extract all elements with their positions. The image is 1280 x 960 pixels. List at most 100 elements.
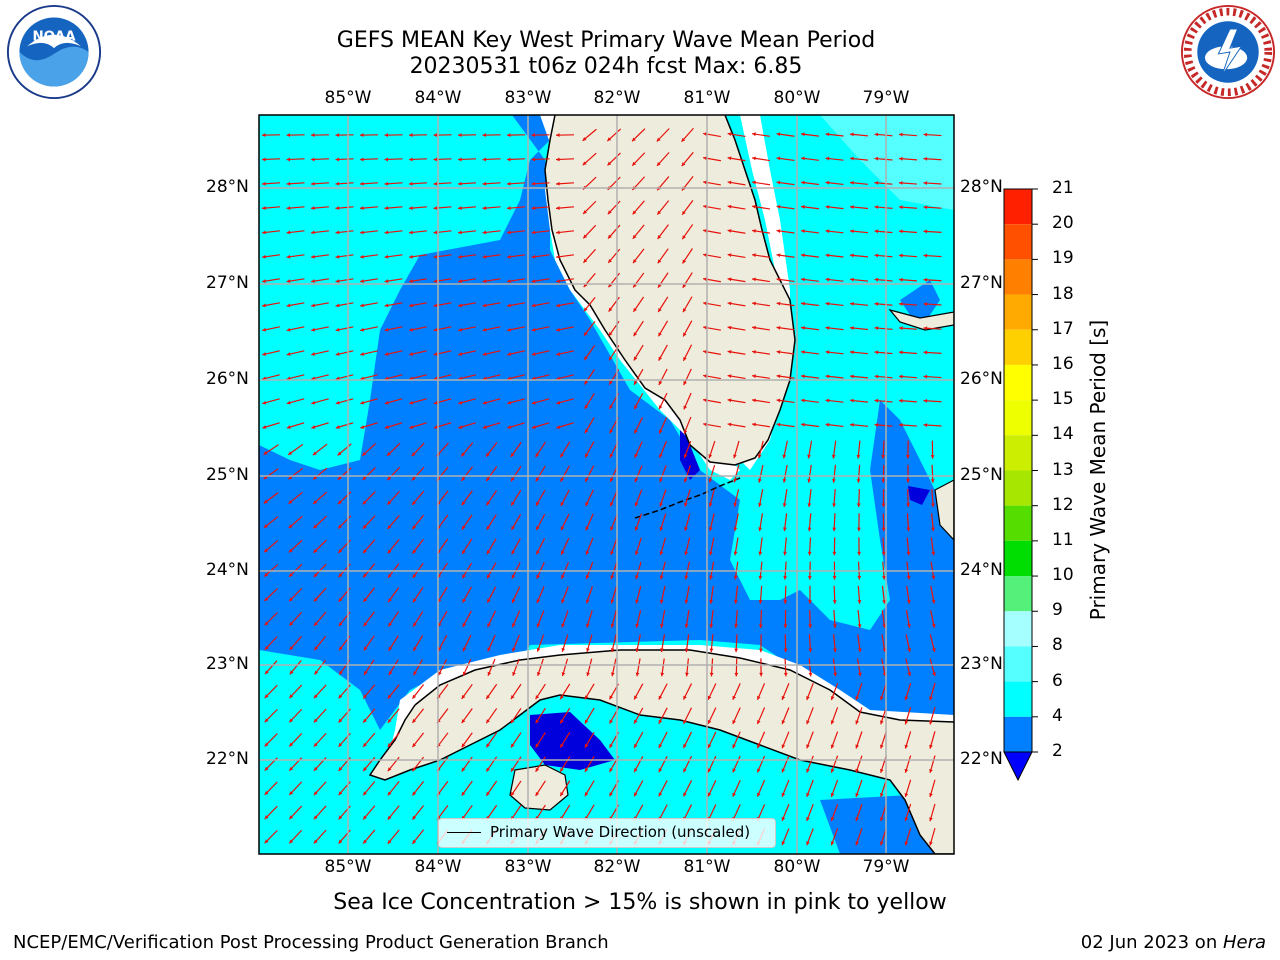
wave-arrow-head [681,162,686,167]
lon-label-top: 83°W [504,88,552,108]
wave-arrow-head [874,398,879,403]
wave-arrow-head [899,277,903,282]
wave-arrow-head [556,303,560,308]
wave-arrow-head [486,791,490,796]
wave-arrow-head [556,327,561,332]
national-weather-service-logo [1180,4,1276,100]
wave-arrow-head [262,327,267,332]
wave-arrow-head [879,793,884,797]
wave-arrow-head [781,816,786,821]
lat-label-right: 26°N [960,369,1003,389]
wave-arrow-head [286,327,291,332]
lat-label-left: 23°N [206,654,249,674]
wave-arrow-head [899,302,903,306]
wave-arrow-head [335,157,340,162]
wave-arrow-head [264,645,269,650]
wave-arrow-head [660,648,664,653]
wave-arrow-head [657,210,662,215]
wave-arrow-head [857,551,862,556]
wave-arrow-head [825,156,830,161]
wave-arrow-head [584,356,588,361]
wave-arrow-head [360,425,365,429]
wave-arrow-head [511,501,515,506]
wave-arrow-head [461,694,466,699]
wave-arrow-head [360,400,365,405]
wave-arrow-head [507,352,512,356]
coastline-florida [544,115,796,466]
wave-arrow-head [531,279,536,283]
wave-arrow-head [632,234,637,239]
wave-arrow-head [709,575,713,580]
wave-arrow-head [388,573,392,578]
wave-arrow-head [556,279,560,283]
wave-arrow-head [879,841,884,846]
wave-arrow-head [264,815,269,820]
wave-arrow-head [585,526,590,531]
wave-arrow-head [409,157,413,162]
wave-arrow-head [458,352,463,356]
wave-arrow-head [510,452,515,457]
wave-arrow-head [409,327,414,332]
wave-arrow-head [265,670,269,675]
wave-arrow-head [387,452,391,456]
wave-arrow-head [806,841,810,846]
wave-arrow-head [288,451,293,455]
wave-arrow-head [850,422,854,427]
wave-arrow-head [782,478,787,483]
wave-arrow-head [830,817,835,822]
wave-arrow-head [709,624,714,628]
wave-arrow-head [458,279,462,283]
wave-arrow-head [783,600,788,604]
wave-arrow-head [801,350,805,355]
wave-arrow-head [510,695,515,700]
wave-arrow-head [732,720,736,724]
wave-arrow-head [632,259,637,264]
wave-arrow-head [387,767,392,772]
wave-arrow-head [409,254,413,259]
wave-arrow-head [584,404,589,409]
wave-arrow-head [776,325,781,330]
wave-arrow-head [923,423,928,427]
wave-arrow-head [338,549,343,553]
wave-arrow-head [384,425,389,429]
wave-arrow-head [776,350,781,354]
wave-arrow-head [634,429,638,434]
wave-arrow-head [830,841,835,846]
wave-arrow-head [362,476,367,481]
wave-arrow-head [906,527,911,532]
wave-arrow-head [535,695,540,700]
wave-arrow-head [585,575,590,580]
wave-arrow-head [904,817,909,822]
wave-arrow-head [335,279,340,283]
wave-arrow-head [560,743,564,748]
wave-arrow-head [752,325,756,330]
wave-arrow-head [313,839,318,844]
wave-arrow-head [311,352,316,356]
lat-label-left: 22°N [206,749,249,769]
wave-arrow-head [782,503,787,507]
wave-arrow-head [289,791,294,795]
wave-arrow-head [288,475,293,480]
wave-arrow-head [458,400,463,405]
wave-arrow-head [388,598,392,603]
wave-arrow-head [289,718,294,723]
wave-arrow-head [923,326,928,331]
field-under-3 [908,486,930,505]
wave-arrow-head [560,477,564,482]
wave-arrow-head [727,325,732,330]
wave-arrow-head [384,279,389,283]
wave-arrow-head [709,551,713,556]
wave-arrow-head [363,694,367,699]
wave-arrow-head [825,422,830,427]
wave-arrow-head [289,670,294,675]
wave-arrow-head [335,230,340,235]
wave-arrow-head [830,768,835,773]
land-grand-bahama [888,308,954,331]
wave-arrow-head [757,768,761,773]
wave-arrow-head [825,374,830,379]
wave-arrow-head [752,374,756,379]
wave-arrow-head [335,352,340,356]
wave-arrow-head [311,133,315,138]
wave-arrow-head [807,527,812,532]
colorbar-tick-label: 21 [1052,178,1074,198]
